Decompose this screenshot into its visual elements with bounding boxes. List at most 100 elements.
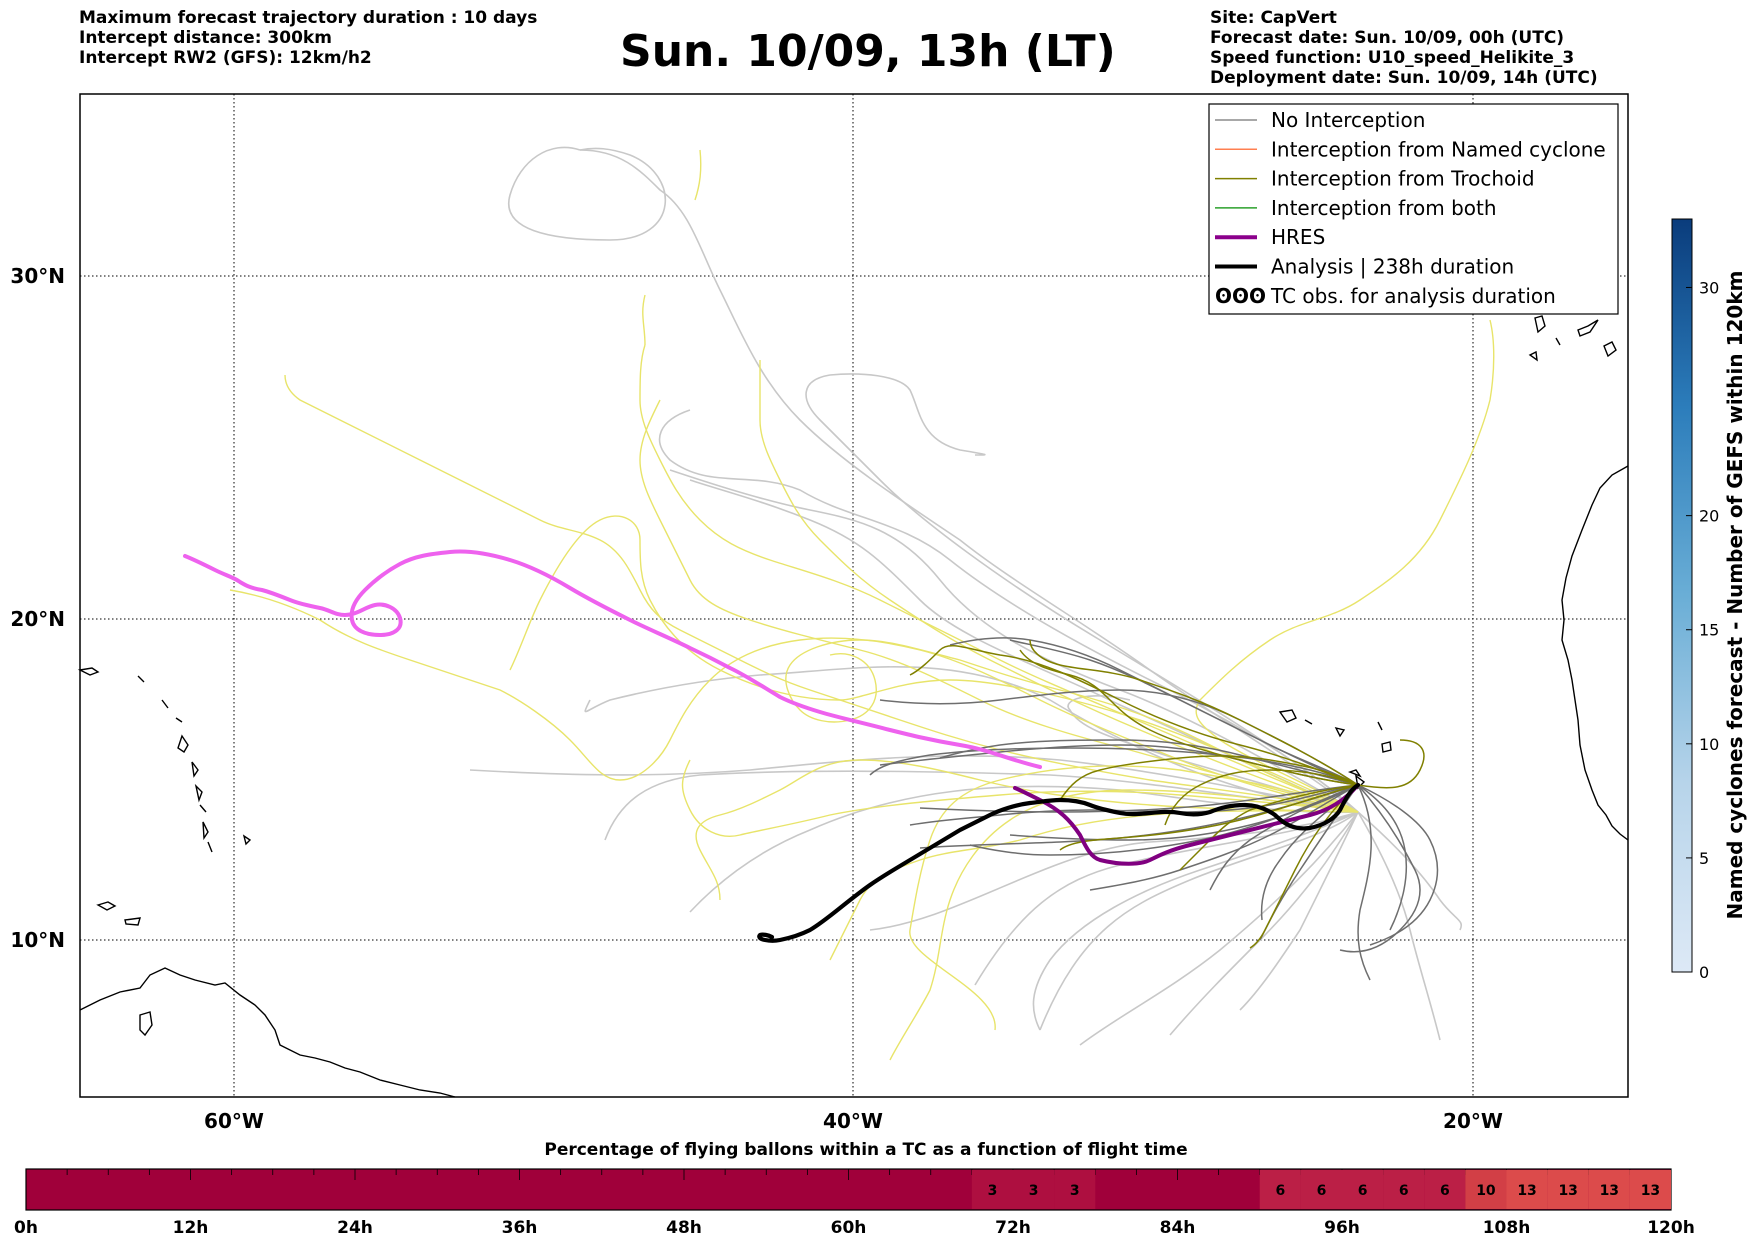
trajectory bbox=[1059, 755, 1359, 801]
header-right-line: Deployment date: Sun. 10/09, 14h (UTC) bbox=[1210, 68, 1598, 88]
trajectory bbox=[507, 146, 666, 241]
timeline-cell-fill bbox=[1054, 1170, 1096, 1209]
hres-analysis-overlap bbox=[1013, 783, 1360, 866]
trajectory bbox=[1079, 811, 1359, 1046]
trajectory bbox=[681, 759, 1359, 837]
legend: No Interception Interception from Named c… bbox=[1208, 103, 1619, 315]
timeline-cell-fill bbox=[1259, 1170, 1301, 1209]
legend-entry: Analysis | 238h duration bbox=[1215, 255, 1514, 279]
timeline-cell-label: 6 bbox=[1440, 1183, 1450, 1199]
timeline-cell-label: 6 bbox=[1317, 1183, 1327, 1199]
header-right: Site: CapVert Forecast date: Sun. 10/09,… bbox=[1210, 8, 1598, 88]
legend-entry: No Interception bbox=[1215, 108, 1425, 132]
legend-label: Interception from Trochoid bbox=[1271, 167, 1535, 191]
colorbar-label: Named cyclones forecast - Number of GEFS… bbox=[1723, 271, 1747, 920]
trajectory bbox=[579, 149, 1359, 813]
trajectory bbox=[1019, 649, 1359, 786]
timeline-cell: 13 bbox=[1588, 1170, 1630, 1209]
timeline-cell: 10 bbox=[1465, 1170, 1507, 1209]
legend-entry: ʘʘʘ TC obs. for analysis duration bbox=[1215, 284, 1556, 308]
timeline-cell-label: 6 bbox=[1358, 1183, 1368, 1199]
header-left-line: Intercept distance: 300km bbox=[79, 28, 332, 48]
coastline-trinidad bbox=[139, 1011, 153, 1037]
trajectory bbox=[284, 374, 1359, 813]
trajectories-trochoid bbox=[909, 639, 1425, 949]
trajectory bbox=[889, 789, 1359, 1061]
lat-label: 30°N bbox=[10, 264, 65, 288]
trajectory bbox=[785, 639, 1359, 813]
timeline-cell: 13 bbox=[1506, 1170, 1548, 1209]
coastline-canary-islands bbox=[1528, 315, 1617, 362]
trajectory bbox=[919, 784, 1359, 813]
trajectory bbox=[869, 747, 1359, 786]
trajectory bbox=[639, 344, 1359, 813]
timeline-cell-fill bbox=[971, 1170, 1013, 1209]
lon-label: 40°W bbox=[823, 1109, 883, 1133]
trajectory bbox=[1164, 769, 1359, 826]
timeline-tick-label: 60h bbox=[831, 1218, 867, 1238]
tc-symbol-icon: ʘʘʘ bbox=[1215, 284, 1266, 308]
lon-label: 60°W bbox=[204, 1109, 264, 1133]
trajectories-no-interception-light bbox=[469, 146, 1462, 1046]
header-right-line: Speed function: U10_speed_Helikite_3 bbox=[1210, 48, 1575, 68]
timeline-tick-label: 48h bbox=[666, 1218, 702, 1238]
timeline-tick-label: 96h bbox=[1324, 1218, 1360, 1238]
page-title: Sun. 10/09, 13h (LT) bbox=[620, 26, 1116, 77]
legend-label: No Interception bbox=[1271, 108, 1425, 132]
timeline-tick-label: 0h bbox=[14, 1218, 38, 1238]
header-right-line: Forecast date: Sun. 10/09, 00h (UTC) bbox=[1210, 28, 1565, 48]
trajectory bbox=[669, 469, 1359, 813]
timeline-cell-label: 6 bbox=[1399, 1183, 1409, 1199]
legend-label: HRES bbox=[1271, 225, 1325, 249]
trajectory bbox=[1179, 784, 1359, 871]
timeline-tick-label: 36h bbox=[502, 1218, 538, 1238]
timeline-cell: 6 bbox=[1300, 1170, 1342, 1209]
timeline-tick-label: 12h bbox=[173, 1218, 209, 1238]
trajectory bbox=[1357, 784, 1372, 981]
timeline-cell: 13 bbox=[1629, 1170, 1671, 1209]
trajectory bbox=[1059, 784, 1359, 851]
trajectory bbox=[805, 373, 1359, 813]
timeline-tick-label: 24h bbox=[337, 1218, 373, 1238]
timeline-cell: 6 bbox=[1342, 1170, 1384, 1209]
colorbar-tick-label: 15 bbox=[1699, 621, 1719, 640]
trajectory bbox=[1032, 811, 1359, 1031]
trajectory bbox=[694, 149, 702, 201]
timeline-cell-label: 6 bbox=[1275, 1183, 1285, 1199]
header-left-line: Maximum forecast trajectory duration : 1… bbox=[79, 8, 538, 28]
coastline-antilles bbox=[77, 667, 252, 853]
legend-entry: Interception from Named cyclone bbox=[1215, 137, 1606, 161]
timeline-cell-fill bbox=[1465, 1170, 1507, 1209]
timeline-cell-label: 3 bbox=[1029, 1183, 1039, 1199]
timeline-cell: 6 bbox=[1424, 1170, 1466, 1209]
coastline-venezuela-islands bbox=[96, 901, 141, 926]
trajectory bbox=[1357, 811, 1462, 931]
trajectory bbox=[229, 589, 1359, 813]
trajectory bbox=[1357, 784, 1408, 931]
timeline-cell: 3 bbox=[1013, 1170, 1055, 1209]
trajectory bbox=[1029, 639, 1359, 786]
trajectory bbox=[759, 360, 1359, 813]
timeline-cell-label: 13 bbox=[1641, 1183, 1660, 1199]
hres-forecast-path bbox=[183, 549, 1042, 769]
timeline-cell-label: 10 bbox=[1476, 1183, 1496, 1199]
timeline-cell: 3 bbox=[971, 1170, 1013, 1209]
coastline-africa bbox=[1561, 465, 1629, 841]
colorbar-tick-label: 0 bbox=[1699, 963, 1709, 982]
legend-label: TC obs. for analysis duration bbox=[1270, 284, 1556, 308]
timeline-cell: 3 bbox=[1054, 1170, 1096, 1209]
trajectory bbox=[939, 739, 1359, 786]
trajectory bbox=[909, 644, 1359, 786]
header-right-line: Site: CapVert bbox=[1210, 8, 1337, 28]
lat-label: 20°N bbox=[10, 607, 65, 631]
coastline-south-america bbox=[79, 967, 456, 1098]
timeline-cell-fill bbox=[1342, 1170, 1384, 1209]
timeline-cell-label: 13 bbox=[1600, 1183, 1619, 1199]
header-left: Maximum forecast trajectory duration : 1… bbox=[79, 8, 537, 68]
trajectory bbox=[909, 765, 1359, 1031]
trajectory bbox=[639, 399, 1359, 813]
timeline-cell: 6 bbox=[1383, 1170, 1425, 1209]
colorbar-tick-label: 5 bbox=[1699, 849, 1709, 868]
trajectory bbox=[1357, 739, 1425, 789]
